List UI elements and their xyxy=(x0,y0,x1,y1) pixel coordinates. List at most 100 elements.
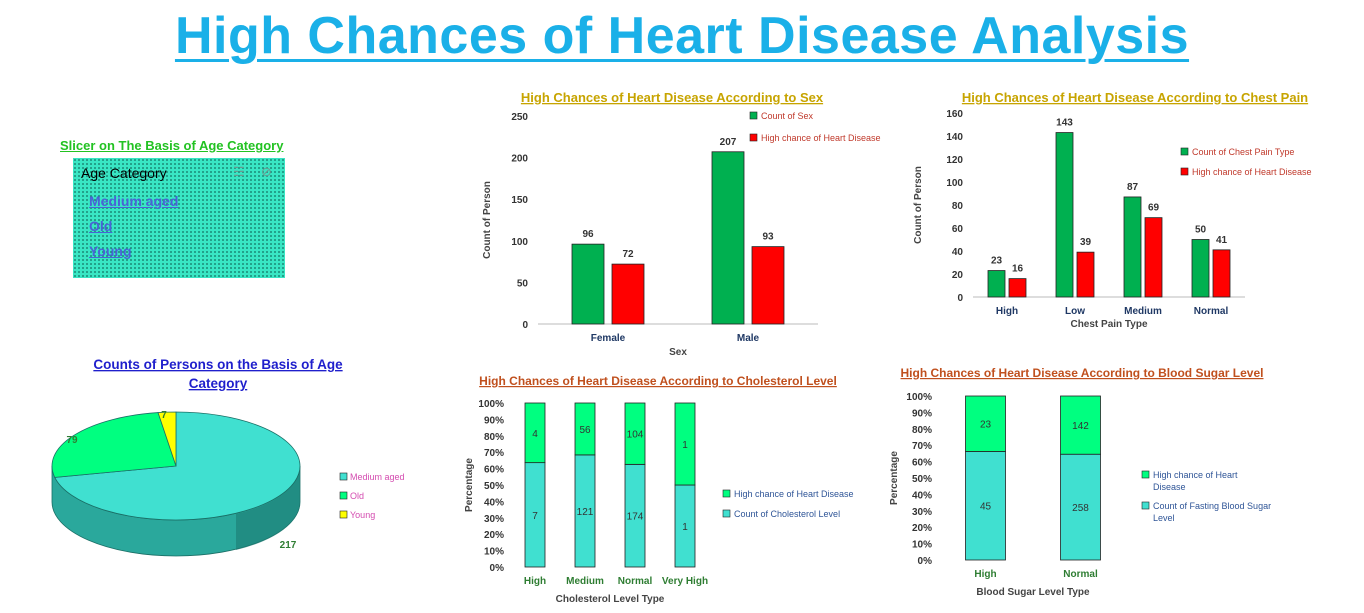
slicer-item-old[interactable]: Old xyxy=(89,218,113,234)
y-tick-label: 30% xyxy=(484,514,504,525)
data-label: 143 xyxy=(1056,118,1073,129)
legend-label: High chance of Heart Disease xyxy=(1192,167,1312,177)
data-label: 23 xyxy=(980,420,992,431)
legend-swatch xyxy=(1141,470,1150,479)
bar-high-count xyxy=(965,451,1006,561)
legend-swatch xyxy=(749,133,758,142)
slicer-title: Slicer on The Basis of Age Category xyxy=(60,138,284,153)
y-tick-label: 80 xyxy=(952,201,964,212)
multi-select-icon[interactable]: ☷ xyxy=(233,164,245,179)
slicer-item-medium-aged[interactable]: Medium aged xyxy=(89,193,179,209)
y-tick-label: 60% xyxy=(484,465,504,476)
y-tick-label: 160 xyxy=(946,109,963,120)
bar-low-count xyxy=(1055,132,1074,298)
legend-label: Count of Sex xyxy=(761,111,814,121)
y-tick-label: 20% xyxy=(912,523,932,534)
data-label: 50 xyxy=(1195,225,1207,236)
legend-label: Young xyxy=(350,510,375,520)
bar-very-high-high-chance xyxy=(674,402,696,486)
chart-title: Category xyxy=(189,376,248,391)
y-tick-label: 70% xyxy=(912,441,932,452)
y-tick-label: 90% xyxy=(484,415,504,426)
y-axis-title: Count of Person xyxy=(482,181,493,259)
x-tick-label: Normal xyxy=(1063,569,1098,580)
bar-normal-high-chance xyxy=(624,402,646,465)
age-category-pie-chart: Counts of Persons on the Basis of Age Cat… xyxy=(51,357,405,557)
data-label: 174 xyxy=(627,512,644,523)
x-tick-label: High xyxy=(996,306,1018,317)
legend-swatch xyxy=(722,489,731,498)
y-tick-label: 50% xyxy=(912,474,932,485)
y-tick-label: 200 xyxy=(511,154,528,165)
chest-pain-chart: High Chances of Heart Disease According … xyxy=(913,90,1312,330)
x-tick-label: High xyxy=(524,576,546,587)
y-tick-label: 0 xyxy=(957,293,963,304)
data-label: 69 xyxy=(1148,203,1160,214)
chart-title: High Chances of Heart Disease According … xyxy=(479,374,837,388)
bar-normal-high-chance xyxy=(1060,395,1101,455)
data-label: 96 xyxy=(582,229,594,240)
y-tick-label: 50% xyxy=(484,481,504,492)
data-label: 72 xyxy=(622,249,634,260)
y-tick-label: 40% xyxy=(484,497,504,508)
x-axis-title: Chest Pain Type xyxy=(1070,319,1147,330)
pie-side-shade xyxy=(236,466,301,550)
data-label: 87 xyxy=(1127,182,1139,193)
x-axis-title: Cholesterol Level Type xyxy=(556,594,665,605)
data-label: 217 xyxy=(280,540,297,551)
y-tick-label: 250 xyxy=(511,112,528,123)
y-tick-label: 90% xyxy=(912,408,932,419)
legend-swatch xyxy=(1180,167,1189,176)
clear-filter-icon[interactable]: ⊘ xyxy=(261,164,272,179)
bar-high-high-chance xyxy=(965,395,1006,452)
y-axis-title: Percentage xyxy=(464,458,475,512)
slicer-item-young[interactable]: Young xyxy=(89,243,132,259)
x-tick-label: Male xyxy=(737,333,760,344)
data-label: 16 xyxy=(1012,264,1024,275)
y-tick-label: 100% xyxy=(478,399,504,410)
pie-slice-old xyxy=(51,412,177,478)
bar-normal-high-chance xyxy=(1212,249,1231,298)
age-category-slicer[interactable]: Age Category ☷ ⊘ Medium aged Old Young xyxy=(73,158,285,278)
bar-medium-high-chance xyxy=(1144,217,1163,298)
y-axis-title: Count of Person xyxy=(913,166,924,244)
data-label: 56 xyxy=(579,425,591,436)
legend-label: High chance of Heart Disease xyxy=(761,133,881,143)
legend-swatch xyxy=(1180,147,1189,156)
data-label: 121 xyxy=(577,507,594,518)
y-tick-label: 20 xyxy=(952,270,964,281)
x-tick-label: Normal xyxy=(618,576,653,587)
y-tick-label: 100 xyxy=(946,178,963,189)
x-tick-label: Very High xyxy=(662,576,708,587)
data-label: 142 xyxy=(1072,421,1089,432)
chart-title: High Chances of Heart Disease According … xyxy=(962,90,1308,105)
x-axis-title: Blood Sugar Level Type xyxy=(976,587,1090,598)
legend-label: High chance of Heart Disease xyxy=(734,489,854,499)
legend-label: Level xyxy=(1153,513,1175,523)
chart-title: Counts of Persons on the Basis of Age xyxy=(93,357,343,372)
y-tick-label: 100% xyxy=(906,392,932,403)
y-tick-label: 120 xyxy=(946,155,963,166)
data-label: 1 xyxy=(682,440,688,451)
data-label: 4 xyxy=(532,429,538,440)
y-tick-label: 0 xyxy=(522,320,528,331)
x-tick-label: Medium xyxy=(566,576,604,587)
legend-label: Old xyxy=(350,491,364,501)
y-tick-label: 30% xyxy=(912,507,932,518)
legend-swatch xyxy=(749,111,758,120)
y-tick-label: 50 xyxy=(517,278,529,289)
blood-sugar-chart: High Chances of Heart Disease According … xyxy=(889,366,1271,598)
bar-male-high-chance xyxy=(751,246,785,325)
x-tick-label: Low xyxy=(1065,306,1085,317)
data-label: 7 xyxy=(532,511,538,522)
x-tick-label: Female xyxy=(591,333,626,344)
x-tick-label: High xyxy=(974,569,996,580)
y-tick-label: 40% xyxy=(912,490,932,501)
bar-female-high-chance xyxy=(611,263,645,325)
bar-normal-count xyxy=(1191,239,1210,298)
legend-swatch xyxy=(339,510,348,519)
legend-label: Count of Fasting Blood Sugar xyxy=(1153,501,1271,511)
data-label: 45 xyxy=(980,502,992,513)
legend-label: Count of Cholesterol Level xyxy=(734,509,840,519)
chart-title: High Chances of Heart Disease According … xyxy=(901,366,1264,380)
